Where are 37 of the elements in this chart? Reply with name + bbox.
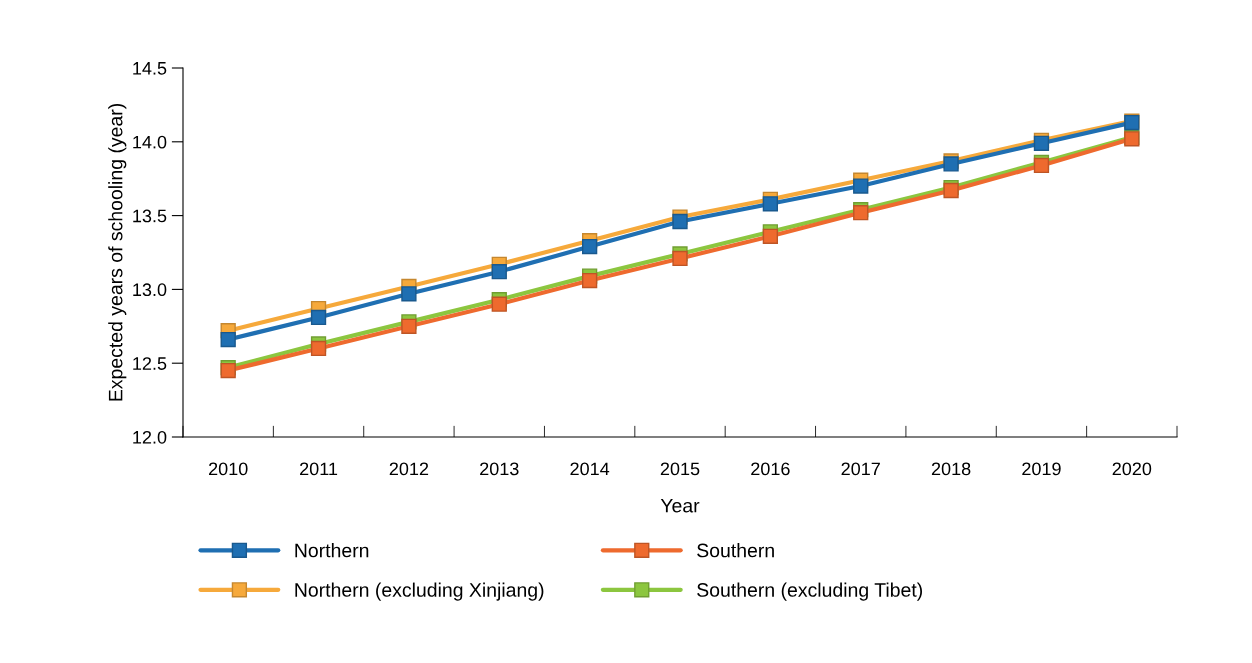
- point: [491, 264, 507, 280]
- legend-label: Northern (excluding Xinjiang): [295, 582, 544, 601]
- point: [762, 228, 779, 244]
- point: [310, 309, 327, 326]
- y-tick-label: 13.0: [133, 283, 167, 297]
- point: [401, 286, 417, 302]
- x-axis-title: Year: [660, 498, 700, 513]
- point: [581, 272, 598, 289]
- x-tick-label: 2020: [1112, 462, 1152, 476]
- legend-label: Southern (excluding Tibet): [697, 582, 923, 601]
- x-tick-label: 2013: [480, 462, 519, 476]
- point: [491, 296, 507, 312]
- y-axis-title: Expected years of schooling (year): [108, 104, 127, 401]
- point: [310, 340, 327, 357]
- y-tick-label: 14.5: [133, 62, 167, 75]
- point: [672, 250, 688, 267]
- y-tick-label: 14.0: [133, 135, 167, 149]
- y-tick-label: 12.5: [133, 357, 167, 370]
- x-tick-label: 2012: [389, 462, 429, 476]
- point: [581, 238, 598, 255]
- point: [401, 318, 417, 334]
- x-tick-label: 2017: [841, 462, 880, 476]
- x-tick-label: 2016: [751, 462, 790, 476]
- point: [762, 196, 779, 212]
- x-tick-label: 2018: [931, 462, 971, 476]
- legend-label: Northern: [295, 543, 369, 558]
- point: [220, 331, 236, 348]
- point: [853, 178, 869, 194]
- x-tick-label: 2019: [1022, 462, 1061, 476]
- y-tick-label: 12.0: [133, 430, 167, 444]
- x-tick-label: 2015: [660, 462, 700, 476]
- x-tick-label: 2011: [300, 462, 338, 476]
- x-tick-label: 2014: [570, 462, 610, 476]
- y-tick-label: 13.5: [133, 209, 167, 223]
- point: [672, 213, 688, 230]
- x-tick-label: 2010: [209, 462, 248, 476]
- legend-label: Southern: [697, 543, 774, 558]
